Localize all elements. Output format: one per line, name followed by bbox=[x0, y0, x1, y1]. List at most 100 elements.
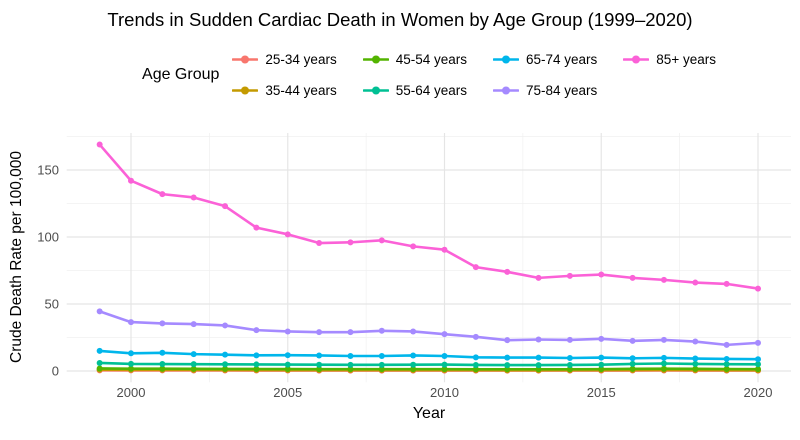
data-point-65-74-years bbox=[284, 352, 291, 359]
series-75-84-years bbox=[96, 308, 761, 348]
legend-item-label: 55-64 years bbox=[395, 83, 467, 98]
legend-item: 75-84 years bbox=[493, 83, 597, 98]
data-point-65-74-years bbox=[253, 352, 260, 359]
data-point-45-54-years bbox=[284, 366, 291, 373]
legend-key-point-icon bbox=[371, 86, 380, 95]
data-point-55-64-years bbox=[316, 361, 323, 368]
data-point-45-54-years bbox=[504, 366, 511, 373]
data-point-55-64-years bbox=[629, 360, 636, 367]
legend-item: 25-34 years bbox=[232, 52, 337, 67]
data-point-75-84-years bbox=[128, 319, 134, 326]
legend-key-point-icon bbox=[241, 55, 250, 64]
data-point-85-years bbox=[566, 272, 573, 279]
legend-item-label: 45-54 years bbox=[395, 52, 467, 67]
data-point-75-84-years bbox=[660, 336, 667, 343]
y-tick-label: 150 bbox=[37, 163, 59, 178]
data-point-45-54-years bbox=[347, 366, 354, 373]
series-65-74-years bbox=[96, 347, 761, 363]
legend-item: 45-54 years bbox=[362, 52, 467, 67]
data-point-75-84-years bbox=[472, 333, 479, 340]
data-point-65-74-years bbox=[190, 351, 197, 358]
legend-key-point-icon bbox=[241, 86, 250, 95]
legend-item-label: 65-74 years bbox=[526, 52, 598, 67]
data-point-55-64-years bbox=[159, 361, 166, 368]
y-axis-tick-labels: 0 50 100 150 bbox=[37, 163, 59, 379]
data-point-55-64-years bbox=[692, 360, 699, 367]
chart-title: Trends in Sudden Cardiac Death in Women … bbox=[107, 9, 693, 30]
data-point-75-84-years bbox=[535, 336, 542, 343]
data-point-85-years bbox=[660, 276, 667, 283]
data-point-45-54-years bbox=[566, 366, 573, 373]
data-point-55-64-years bbox=[284, 361, 291, 368]
data-point-45-54-years bbox=[755, 366, 761, 373]
legend-item-label: 35-44 years bbox=[265, 83, 337, 98]
data-point-75-84-years bbox=[378, 327, 385, 334]
data-point-55-64-years bbox=[755, 361, 761, 368]
data-point-85-years bbox=[128, 177, 134, 184]
data-point-45-54-years bbox=[629, 365, 636, 372]
data-point-65-74-years bbox=[347, 352, 354, 359]
data-point-45-54-years bbox=[692, 365, 699, 372]
data-point-45-54-years bbox=[96, 365, 103, 372]
data-point-85-years bbox=[504, 268, 511, 275]
data-point-45-54-years bbox=[222, 365, 229, 372]
data-point-75-84-years bbox=[755, 339, 761, 346]
series-line-75-84-years bbox=[98, 310, 760, 347]
data-point-65-74-years bbox=[692, 355, 699, 362]
data-point-65-74-years bbox=[378, 352, 385, 359]
data-point-75-84-years bbox=[96, 308, 103, 315]
data-point-85-years bbox=[378, 237, 385, 244]
data-point-45-54-years bbox=[316, 366, 323, 373]
legend-key-point-icon bbox=[371, 55, 380, 64]
data-point-75-84-years bbox=[723, 341, 730, 348]
legend-key-icon bbox=[232, 86, 259, 95]
legend-item-label: 85+ years bbox=[656, 52, 716, 67]
data-point-85-years bbox=[692, 279, 699, 286]
data-point-55-64-years bbox=[566, 361, 573, 368]
data-point-45-54-years bbox=[535, 366, 542, 373]
legend-item: 85+ years bbox=[623, 52, 716, 67]
data-point-75-84-years bbox=[347, 329, 354, 336]
series-line-55-64-years bbox=[98, 361, 760, 367]
data-point-65-74-years bbox=[96, 347, 103, 354]
series-55-64-years bbox=[96, 359, 761, 369]
data-point-75-84-years bbox=[253, 327, 260, 334]
legend: Age Group 25-34 years 35-44 years 45-54 ye… bbox=[58, 51, 800, 99]
data-point-55-64-years bbox=[723, 361, 730, 368]
data-point-55-64-years bbox=[504, 362, 511, 369]
legend-key-point-icon bbox=[502, 55, 510, 64]
major-gridlines bbox=[66, 133, 791, 383]
data-point-65-74-years bbox=[535, 354, 542, 361]
legend-items: 25-34 years 35-44 years 45-54 years 55-64 y… bbox=[232, 51, 716, 99]
legend-item: 65-74 years bbox=[493, 52, 597, 67]
data-point-45-54-years bbox=[472, 366, 479, 373]
series-line-45-54-years bbox=[98, 367, 760, 371]
legend-item: 55-64 years bbox=[362, 83, 467, 98]
data-point-85-years bbox=[441, 246, 448, 253]
x-tick-label: 2000 bbox=[117, 385, 146, 400]
data-point-45-54-years bbox=[378, 366, 385, 373]
data-point-65-74-years bbox=[128, 350, 134, 357]
data-point-55-64-years bbox=[347, 361, 354, 368]
legend-key-icon bbox=[362, 55, 389, 64]
legend-title: Age Group bbox=[142, 66, 220, 83]
data-point-55-64-years bbox=[472, 361, 479, 368]
data-point-55-64-years bbox=[535, 362, 542, 369]
data-point-85-years bbox=[410, 243, 417, 250]
data-point-85-years bbox=[535, 274, 542, 281]
data-point-55-64-years bbox=[190, 361, 197, 368]
legend-key-icon bbox=[493, 86, 519, 95]
minor-gridlines bbox=[66, 133, 791, 383]
x-tick-label: 2020 bbox=[744, 385, 773, 400]
data-point-55-64-years bbox=[222, 361, 229, 368]
data-point-75-84-years bbox=[410, 328, 417, 335]
y-tick-label: 50 bbox=[45, 297, 59, 312]
series-line-65-74-years bbox=[98, 349, 760, 361]
data-point-45-54-years bbox=[253, 365, 260, 372]
data-point-85-years bbox=[253, 224, 260, 231]
data-point-55-64-years bbox=[128, 360, 134, 367]
data-point-65-74-years bbox=[410, 352, 417, 359]
data-point-65-74-years bbox=[441, 352, 448, 359]
data-point-65-74-years bbox=[222, 351, 229, 358]
